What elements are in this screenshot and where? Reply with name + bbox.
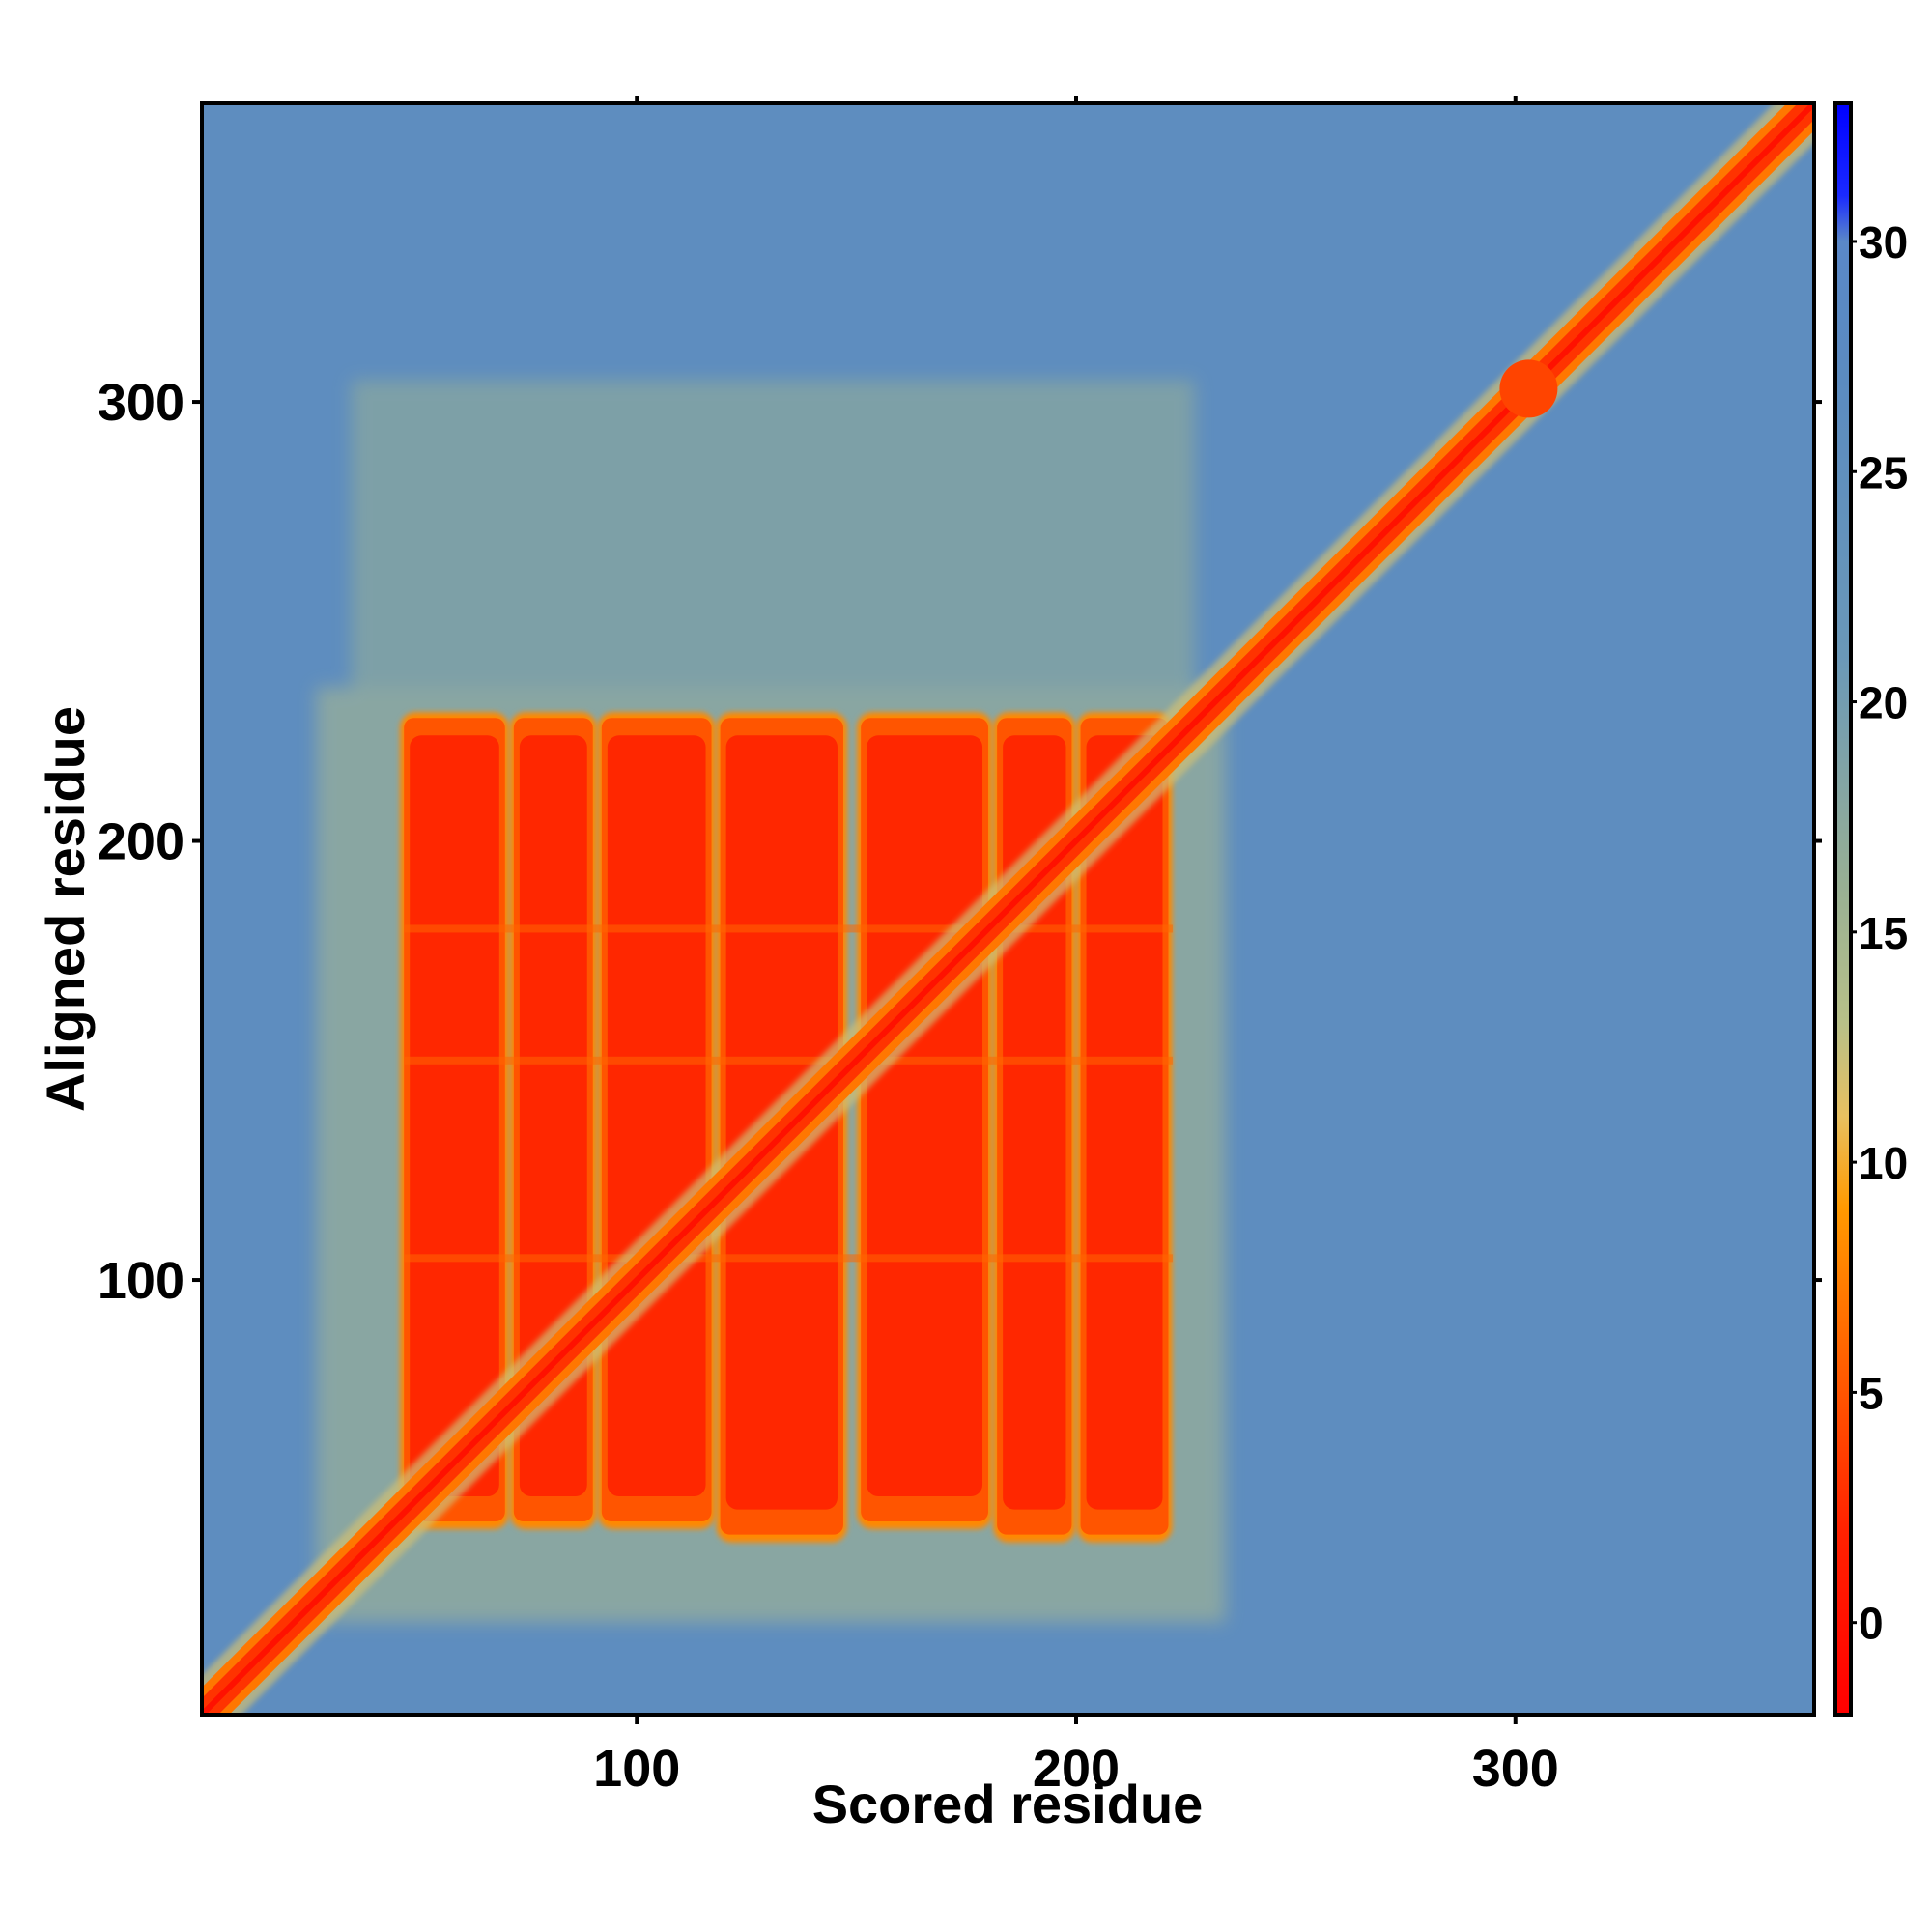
colorbar-tick-label: 30 <box>1859 217 1908 268</box>
y-tick-label: 300 <box>98 374 185 432</box>
heatmap-plot-area <box>202 103 1814 1715</box>
block-core <box>410 735 499 1497</box>
colorbar-tick-label: 5 <box>1859 1368 1884 1418</box>
x-tick-label: 100 <box>593 1740 680 1798</box>
colorbar-tick-label: 25 <box>1859 447 1908 497</box>
colorbar-tick-label: 15 <box>1859 908 1908 958</box>
x-tick-label: 300 <box>1472 1740 1559 1798</box>
axes: 100 200 300 100 200 300 <box>98 96 1822 1798</box>
block-seam <box>404 1056 1174 1065</box>
block-seam <box>404 1254 1174 1263</box>
y-tick-label: 200 <box>98 813 185 871</box>
block-seam <box>404 924 1174 933</box>
diagonal-bulge <box>1499 359 1558 418</box>
y-axis-title: Aligned residue <box>35 706 96 1112</box>
block-core <box>607 735 706 1497</box>
colorbar-tick-label: 10 <box>1859 1138 1908 1188</box>
y-tick-label: 100 <box>98 1252 185 1310</box>
colorbar-tick-label: 20 <box>1859 678 1908 728</box>
x-axis-title: Scored residue <box>812 1774 1204 1834</box>
colorbar-tick-label: 0 <box>1859 1599 1884 1649</box>
x-tick-label: 200 <box>1033 1740 1120 1798</box>
block-core <box>867 735 983 1497</box>
diagonal-band <box>202 103 1814 1715</box>
colorbar: 0 5 10 15 20 25 30 <box>1833 101 1908 1717</box>
colorbar-gradient <box>1833 101 1853 1717</box>
plot-frame <box>200 101 1816 1717</box>
block-column <box>857 712 993 1530</box>
block-column <box>597 712 716 1530</box>
